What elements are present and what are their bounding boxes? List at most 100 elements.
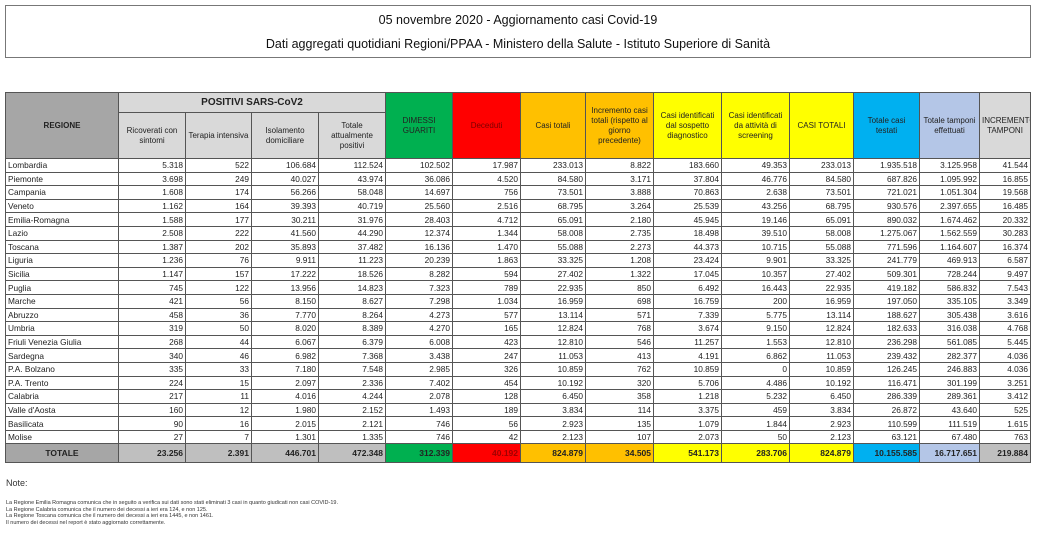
table-cell: 7.298 (385, 293, 453, 309)
table-cell: 1.615 (979, 416, 1031, 431)
region-name: P.A. Trento (5, 375, 119, 391)
table-cell: 13.114 (520, 307, 586, 323)
table-cell: 135 (585, 416, 654, 431)
table-cell: 63.121 (853, 429, 920, 445)
table-cell: 419.182 (853, 280, 920, 295)
table-cell: 1.301 (251, 429, 319, 445)
table-cell: 6.379 (318, 334, 386, 350)
table-cell: 4.712 (452, 212, 521, 227)
table-cell: 2.121 (318, 416, 386, 431)
table-cell: 459 (721, 402, 790, 418)
table-cell: 2.073 (653, 429, 722, 445)
table-cell: 50 (185, 321, 252, 336)
table-cell: 745 (118, 280, 186, 295)
table-cell: 4.036 (979, 348, 1031, 363)
table-cell: 202 (185, 239, 252, 255)
table-cell: 4.486 (721, 375, 790, 391)
table-cell: 28.403 (385, 212, 453, 227)
region-name: Sardegna (5, 348, 119, 363)
table-cell: 7.368 (318, 348, 386, 363)
table-cell: 335.105 (919, 293, 980, 309)
region-name: Emilia-Romagna (5, 212, 119, 227)
table-cell: 12.810 (520, 334, 586, 350)
table-cell: 2.015 (251, 416, 319, 431)
table-cell: 70.863 (653, 185, 722, 200)
table-row: Puglia 745 122 13.956 14.823 7.323 789 22.935 85… (5, 280, 1031, 295)
table-cell: 1.322 (585, 266, 654, 282)
table-cell: 188.627 (853, 307, 920, 323)
table-cell: 8.150 (251, 293, 319, 309)
region-name: Puglia (5, 280, 119, 295)
table-cell: 6.982 (251, 348, 319, 363)
table-cell: 111.519 (919, 416, 980, 431)
group-header-positivi: POSITIVI SARS-CoV2 (118, 92, 386, 113)
total-cell: 541.173 (653, 443, 722, 464)
table-cell: 1.208 (585, 253, 654, 268)
table-cell: 577 (452, 307, 521, 323)
table-cell: 197.050 (853, 293, 920, 309)
table-cell: 41.544 (979, 158, 1031, 173)
table-cell: 2.336 (318, 375, 386, 391)
table-cell: 721.021 (853, 185, 920, 200)
table-cell: 112.524 (318, 158, 386, 173)
table-row: Campania 1.608 174 56.266 58.048 14.697 756 73.… (5, 185, 1031, 200)
table-cell: 4.036 (979, 361, 1031, 377)
table-cell: 126.245 (853, 361, 920, 377)
table-cell: 7.548 (318, 361, 386, 377)
region-name: Umbria (5, 321, 119, 336)
title-box: 05 novembre 2020 - Aggiornamento casi Co… (5, 5, 1031, 58)
table-cell: 7 (185, 429, 252, 445)
column-header: Incremento casi totali (rispetto al gior… (585, 92, 654, 159)
note-line: La Regione Calabria comunica che il nume… (6, 506, 208, 513)
table-cell: 12 (185, 402, 252, 418)
table-cell: 6.862 (721, 348, 790, 363)
table-cell: 58.048 (318, 185, 386, 200)
table-cell: 771.596 (853, 239, 920, 255)
table-cell: 286.339 (853, 389, 920, 404)
table-cell: 5.775 (721, 307, 790, 323)
table-cell: 10.859 (520, 361, 586, 377)
region-name: Lazio (5, 225, 119, 241)
table-cell: 1.275.067 (853, 225, 920, 241)
table-cell: 16.374 (979, 239, 1031, 255)
region-name: Lombardia (5, 158, 119, 173)
table-cell: 76 (185, 253, 252, 268)
table-cell: 289.361 (919, 389, 980, 404)
table-cell: 27 (118, 429, 186, 445)
table-cell: 2.097 (251, 375, 319, 391)
table-cell: 3.834 (520, 402, 586, 418)
total-cell: 824.879 (520, 443, 586, 464)
table-row: Molise 27 7 1.301 1.335 746 42 2.123 107 2.073 50 2… (5, 429, 1031, 445)
region-name: Molise (5, 429, 119, 445)
region-name: Toscana (5, 239, 119, 255)
table-cell: 58.008 (520, 225, 586, 241)
table-cell: 6.450 (520, 389, 586, 404)
table-cell: 16.959 (520, 293, 586, 309)
table-cell: 421 (118, 293, 186, 309)
table-cell: 84.580 (789, 171, 854, 187)
table-cell: 10.192 (520, 375, 586, 391)
table-cell: 9.497 (979, 266, 1031, 282)
table-cell: 55.088 (789, 239, 854, 255)
table-cell: 177 (185, 212, 252, 227)
table-cell: 44.373 (653, 239, 722, 255)
table-cell: 26.872 (853, 402, 920, 418)
table-cell: 182.633 (853, 321, 920, 336)
table-cell: 12.824 (789, 321, 854, 336)
region-name: Piemonte (5, 171, 119, 187)
table-cell: 58.008 (789, 225, 854, 241)
table-cell: 18.526 (318, 266, 386, 282)
table-cell: 30.283 (979, 225, 1031, 241)
total-cell: 10.155.585 (853, 443, 920, 464)
table-row: P.A. Trento 224 15 2.097 2.336 7.402 454 10.192… (5, 375, 1031, 391)
table-cell: 2.923 (789, 416, 854, 431)
table-cell: 65.091 (520, 212, 586, 227)
table-cell: 4.768 (979, 321, 1031, 336)
table-cell: 46 (185, 348, 252, 363)
table-row: Sardegna 340 46 6.982 7.368 3.438 247 11.053 413… (5, 348, 1031, 363)
table-cell: 3.888 (585, 185, 654, 200)
table-cell: 1.387 (118, 239, 186, 255)
region-name: Calabria (5, 389, 119, 404)
table-cell: 1.147 (118, 266, 186, 282)
table-cell: 11.053 (789, 348, 854, 363)
